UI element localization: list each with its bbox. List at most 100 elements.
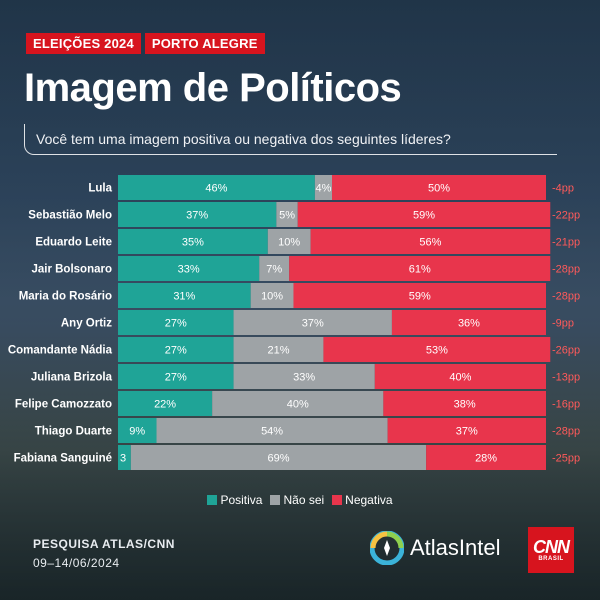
bar-positiva [118, 364, 234, 389]
bar-negativa [391, 310, 546, 335]
bar-value-label: 28% [475, 453, 497, 465]
bar-negativa [323, 337, 551, 362]
bar-negativa [383, 391, 546, 416]
category-label: Jair Bolsonaro [31, 264, 112, 276]
atlas-compass-icon [370, 531, 404, 565]
stacked-bar-chart: Lula 46% 4% 50% -4pp Sebastião Melo 37% 5% 59% -2… [8, 175, 580, 470]
category-label: Lula [88, 183, 112, 195]
cnn-brasil-logo: CNN BRASIL [528, 527, 574, 573]
bar-value-label: 9% [129, 426, 145, 438]
bar-nao-sei [156, 418, 388, 443]
bar-nao-sei [233, 364, 375, 389]
bar-value-label: 33% [293, 372, 315, 384]
bar-nao-sei [314, 175, 332, 200]
bar-negativa [310, 229, 551, 254]
bar-value-label: 38% [454, 399, 476, 411]
bar-nao-sei [276, 202, 298, 227]
bar-value-label: 27% [165, 345, 187, 357]
category-label: Comandante Nádia [8, 345, 113, 357]
bar-value-label: 3 [120, 453, 126, 465]
category-label: Juliana Brizola [31, 372, 113, 384]
atlasintel-logo: AtlasIntel [370, 531, 501, 565]
tag-city: PORTO ALEGRE [144, 33, 265, 54]
bar-value-label: 27% [165, 318, 187, 330]
question-text: Você tem uma imagem positiva ou negativa… [36, 131, 451, 147]
bar-nao-sei [250, 283, 294, 308]
legend-swatch-negativa [332, 495, 343, 505]
bar-nao-sei [212, 391, 384, 416]
bar-positiva [118, 337, 234, 362]
legend-item-negativa: Negativa [332, 493, 393, 507]
bar-value-label: 33% [178, 264, 200, 276]
survey-dates: 09–14/06/2024 [33, 556, 120, 570]
balance-label: -9pp [552, 318, 574, 330]
bar-nao-sei [233, 337, 324, 362]
bar-positiva [118, 202, 277, 227]
bar-negativa [374, 364, 546, 389]
balance-label: -21pp [552, 237, 580, 249]
balance-label: -4pp [552, 183, 574, 195]
bar-positiva [118, 175, 315, 200]
legend-swatch-nao-sei [270, 495, 281, 505]
category-label: Eduardo Leite [35, 237, 112, 249]
balance-label: -28pp [552, 264, 580, 276]
bar-value-label: 36% [458, 318, 480, 330]
bar-positiva [118, 445, 131, 470]
bar-positiva [118, 418, 157, 443]
legend-label-positiva: Positiva [220, 493, 263, 507]
cnn-sub-wordmark: BRASIL [538, 556, 564, 562]
bar-negativa [297, 202, 551, 227]
bar-value-label: 21% [267, 345, 289, 357]
bar-value-label: 54% [261, 426, 283, 438]
bar-value-label: 56% [419, 237, 441, 249]
chart-legend: Positiva Não sei Negativa [0, 493, 600, 507]
legend-item-nao-sei: Não sei [270, 493, 324, 507]
bar-value-label: 46% [205, 183, 227, 195]
bar-positiva [118, 256, 260, 281]
bar-positiva [118, 229, 268, 254]
category-label: Felipe Camozzato [15, 399, 112, 411]
category-label: Fabiana Sanguiné [14, 453, 112, 465]
bar-value-label: 59% [409, 291, 431, 303]
balance-label: -22pp [552, 210, 580, 222]
bar-negativa [387, 418, 546, 443]
bar-value-label: 31% [173, 291, 195, 303]
bar-value-label: 10% [278, 237, 300, 249]
bar-nao-sei [259, 256, 290, 281]
bar-value-label: 35% [182, 237, 204, 249]
bar-value-label: 4% [315, 183, 331, 195]
bar-positiva [118, 310, 234, 335]
category-label: Maria do Rosário [19, 291, 112, 303]
question-frame [24, 124, 557, 155]
tag-election: ELEIÇÕES 2024 [26, 33, 141, 54]
bar-negativa [332, 175, 546, 200]
bar-value-label: 37% [302, 318, 324, 330]
legend-label-negativa: Negativa [345, 493, 393, 507]
bar-negativa [289, 256, 551, 281]
bar-value-label: 5% [279, 210, 295, 222]
bar-negativa [426, 445, 546, 470]
atlas-wordmark: AtlasIntel [410, 535, 501, 560]
source-label: PESQUISA ATLAS/CNN [33, 537, 175, 551]
category-label: Sebastião Melo [28, 210, 112, 222]
bar-value-label: 61% [409, 264, 431, 276]
tag-group: ELEIÇÕES 2024 PORTO ALEGRE [26, 33, 265, 54]
bar-value-label: 40% [449, 372, 471, 384]
bar-value-label: 22% [154, 399, 176, 411]
legend-swatch-positiva [207, 495, 218, 505]
balance-label: -28pp [552, 426, 580, 438]
category-label: Thiago Duarte [35, 426, 112, 438]
cnn-wordmark: CNN [533, 537, 570, 557]
bar-nao-sei [233, 310, 392, 335]
bar-positiva [118, 283, 251, 308]
bar-negativa [293, 283, 546, 308]
balance-label: -13pp [552, 372, 580, 384]
bar-positiva [118, 391, 213, 416]
bar-value-label: 37% [456, 426, 478, 438]
category-label: Any Ortiz [61, 318, 112, 330]
bar-value-label: 69% [267, 453, 289, 465]
balance-label: -28pp [552, 291, 580, 303]
legend-label-nao-sei: Não sei [283, 493, 325, 507]
bar-value-label: 50% [428, 183, 450, 195]
page-title: Imagem de Políticos [24, 66, 402, 110]
